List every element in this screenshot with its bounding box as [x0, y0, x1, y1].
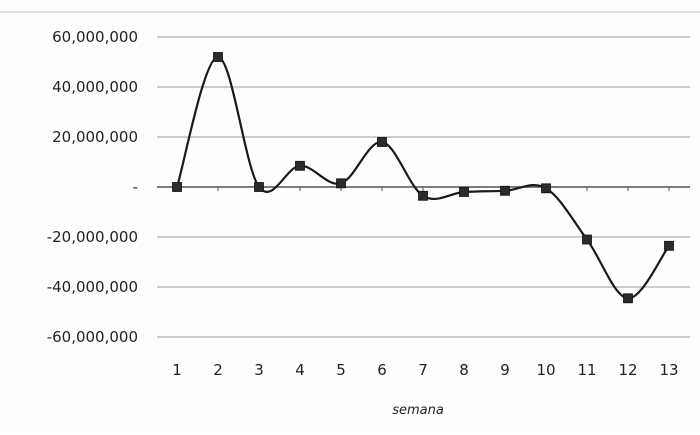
x-tick-label: 7: [418, 361, 428, 379]
y-tick-label: 20,000,000: [52, 128, 138, 146]
series-markers: [172, 52, 674, 304]
x-tick-label: 2: [213, 361, 223, 379]
data-point-marker: [541, 183, 551, 194]
data-point-marker: [172, 182, 182, 192]
data-point-marker: [459, 187, 469, 197]
y-tick-label: -20,000,000: [47, 228, 138, 246]
x-tick-label: 13: [659, 361, 678, 379]
x-tick-label: 6: [377, 361, 387, 379]
data-point-marker: [295, 160, 305, 171]
grid-lines: [0, 11, 700, 338]
y-tick-label: 60,000,000: [52, 28, 138, 46]
data-point-marker: [418, 190, 428, 201]
y-tick-label: 40,000,000: [52, 78, 138, 96]
x-tick-label: 10: [536, 361, 555, 379]
x-tick-label: 4: [295, 361, 305, 379]
data-point-marker: [664, 240, 674, 251]
data-point-marker: [623, 293, 633, 304]
data-point-marker: [377, 137, 387, 147]
x-tick-label: 5: [336, 361, 346, 379]
x-axis-tick-labels: 1 2 3 4 5 6 7 8 9 10 11 12 13: [172, 361, 678, 379]
y-tick-label: -: [133, 178, 138, 196]
y-tick-label: -40,000,000: [47, 278, 138, 296]
series-line: [175, 55, 671, 300]
data-point-marker: [500, 185, 510, 196]
data-point-marker: [582, 234, 592, 245]
x-tick-label: 11: [577, 361, 596, 379]
data-point-marker: [213, 52, 223, 62]
data-point-marker: [254, 182, 264, 192]
x-tick-label: 3: [254, 361, 264, 379]
x-tick-label: 8: [459, 361, 469, 379]
y-tick-label: -60,000,000: [47, 328, 138, 346]
x-axis-label: semana: [392, 403, 444, 418]
y-axis-tick-labels: 60,000,000 40,000,000 20,000,000 - -20,000,0…: [47, 28, 138, 346]
data-point-marker: [336, 178, 346, 189]
x-tick-label: 9: [500, 361, 510, 379]
x-tick-label: 1: [172, 361, 182, 379]
x-tick-label: 12: [618, 361, 637, 379]
